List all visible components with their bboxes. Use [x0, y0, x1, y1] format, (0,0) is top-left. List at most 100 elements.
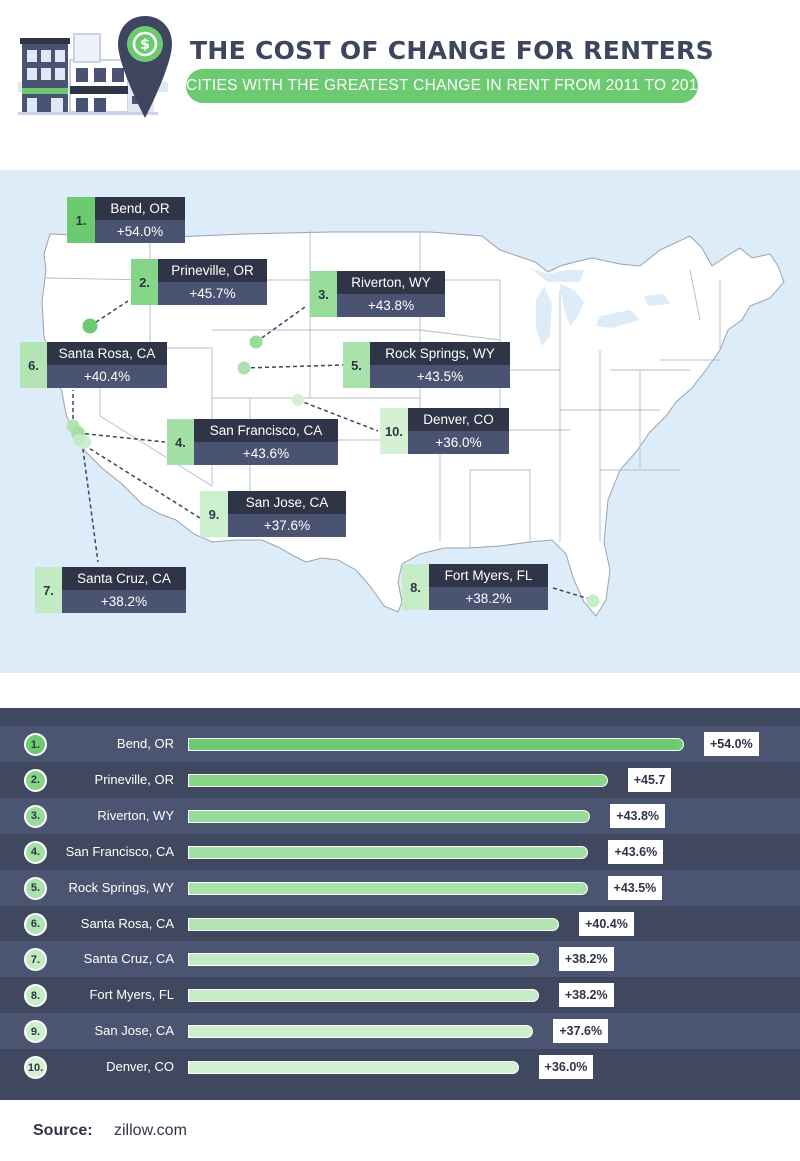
rank-badge: 5.: [343, 342, 370, 388]
value-label: +37.6%: [553, 1019, 609, 1044]
city-dot-riverton: [249, 335, 263, 349]
location-pin-dollar-icon: $: [118, 16, 172, 118]
city-name: Bend, OR: [95, 197, 185, 220]
value-label: +43.6%: [608, 839, 664, 864]
map-label-fort-myers: 8. Fort Myers, FL +38.2%: [402, 564, 548, 610]
value-label: +43.8%: [610, 803, 666, 828]
bar: [188, 1061, 519, 1075]
bar-row: 10. Denver, CO +36.0%: [0, 1049, 800, 1085]
rank-badge: 2.: [131, 259, 158, 305]
bar: [188, 845, 589, 859]
category-label: San Jose, CA: [94, 1023, 175, 1039]
city-name: San Jose, CA: [228, 491, 346, 514]
value-label: +54.0%: [704, 732, 759, 756]
city-name: Prineville, OR: [158, 259, 267, 282]
city-dot-bend: [82, 318, 98, 334]
rent-change-value: +43.8%: [337, 294, 445, 317]
bar-row: 9. San Jose, CA +37.6%: [0, 1013, 800, 1050]
page-subtitle: CITIES WITH THE GREATEST CHANGE IN RENT …: [186, 69, 706, 103]
rent-change-value: +38.2%: [62, 590, 186, 613]
value-label: +40.4%: [579, 911, 634, 936]
bar: [188, 953, 539, 967]
rent-change-value: +40.4%: [47, 365, 167, 388]
rank-badge: 5.: [24, 876, 47, 900]
map-label-san-jose: 9. San Jose, CA +37.6%: [200, 491, 346, 537]
value-label: +36.0%: [538, 1055, 594, 1080]
rent-change-value: +45.7%: [158, 282, 267, 305]
bar-row: 1. Bend, OR +54.0%: [0, 726, 800, 762]
rank-badge: 3.: [24, 804, 47, 828]
map-label-prineville: 2. Prineville, OR +45.7%: [131, 259, 267, 305]
city-name: Riverton, WY: [337, 271, 445, 294]
category-label: Rock Springs, WY: [68, 879, 174, 895]
bar-row: 7. Santa Cruz, CA +38.2%: [0, 941, 800, 978]
bar-row: 4. San Francisco, CA +43.6%: [0, 834, 800, 870]
rank-badge: 8.: [402, 564, 429, 610]
rank-badge: 7.: [24, 948, 47, 972]
bar-row: 8. Fort Myers, FL +38.2%: [0, 977, 800, 1013]
bar-chart-panel: 1. Bend, OR +54.0% 2. Prineville, OR +45.7 3. R…: [0, 708, 800, 1100]
bar: [188, 1025, 534, 1039]
map-label-bend: 1. Bend, OR +54.0%: [67, 197, 185, 243]
map-label-santa-rosa: 6. Santa Rosa, CA +40.4%: [20, 342, 167, 388]
category-label: Denver, CO: [106, 1059, 174, 1075]
page-title: THE COST OF CHANGE FOR RENTERS: [190, 36, 714, 65]
bar: [188, 809, 591, 823]
map-label-riverton: 3. Riverton, WY +43.8%: [310, 271, 445, 317]
rank-badge: 1.: [24, 733, 47, 756]
bar: [188, 917, 560, 931]
rank-badge: 2.: [24, 768, 47, 792]
rank-badge: 9.: [200, 491, 228, 537]
rank-badge: 1.: [67, 197, 95, 243]
bar: [188, 989, 539, 1003]
category-label: Santa Rosa, CA: [80, 915, 174, 931]
rank-badge: 10.: [380, 408, 408, 454]
rent-change-value: +37.6%: [228, 514, 346, 537]
city-dot-santa-cruz: [73, 434, 85, 446]
category-label: Santa Cruz, CA: [83, 951, 174, 967]
rank-badge: 7.: [35, 567, 62, 613]
category-label: Bend, OR: [116, 736, 174, 751]
city-name: Fort Myers, FL: [429, 564, 548, 587]
map-label-denver: 10. Denver, CO +36.0%: [380, 408, 509, 454]
bar-row: 3. Riverton, WY +43.8%: [0, 797, 800, 834]
us-map-panel: 1. Bend, OR +54.0% 2. Prineville, OR +45…: [0, 170, 800, 673]
rank-badge: 3.: [310, 271, 337, 317]
bar-row: 2. Prineville, OR +45.7: [0, 762, 800, 798]
city-name: Santa Cruz, CA: [62, 567, 186, 590]
footer: Source: zillow.com: [0, 1100, 800, 1161]
category-label: San Francisco, CA: [65, 843, 174, 859]
source-value: zillow.com: [114, 1122, 187, 1139]
value-label: +38.2%: [558, 947, 614, 972]
rent-change-value: +43.6%: [194, 442, 338, 465]
city-name: Denver, CO: [408, 408, 509, 431]
rank-badge: 4.: [167, 419, 194, 465]
value-label: +38.2%: [558, 983, 614, 1008]
category-label: Riverton, WY: [97, 807, 174, 823]
city-dot-fort-myers: [586, 594, 600, 608]
city-name: Santa Rosa, CA: [47, 342, 167, 365]
bar: [188, 738, 684, 751]
city-buildings-icon: [18, 33, 168, 115]
city-dot-rock-springs: [237, 361, 251, 375]
city-dot-denver: [292, 394, 304, 406]
rank-badge: 10.: [24, 1056, 47, 1080]
header: $ THE COST OF CHANGE FOR RENTERS CITIES …: [0, 0, 800, 170]
great-lakes: [530, 268, 670, 346]
rank-badge: 6.: [24, 912, 47, 936]
rank-badge: 9.: [24, 1020, 47, 1044]
rank-badge: 8.: [24, 984, 47, 1008]
value-label: +43.5%: [607, 875, 663, 900]
value-label: +45.7: [627, 767, 672, 792]
bar-row: 5. Rock Springs, WY +43.5%: [0, 869, 800, 906]
category-label: Fort Myers, FL: [89, 987, 174, 1003]
rank-badge: 4.: [24, 840, 47, 864]
rank-badge: 6.: [20, 342, 47, 388]
rent-change-value: +36.0%: [408, 431, 509, 454]
map-label-rock-springs: 5. Rock Springs, WY +43.5%: [343, 342, 510, 388]
svg-text:$: $: [140, 37, 150, 53]
rent-change-value: +38.2%: [429, 587, 548, 610]
bar: [188, 773, 608, 787]
rent-change-value: +54.0%: [95, 220, 185, 243]
bar-row: 6. Santa Rosa, CA +40.4%: [0, 906, 800, 942]
